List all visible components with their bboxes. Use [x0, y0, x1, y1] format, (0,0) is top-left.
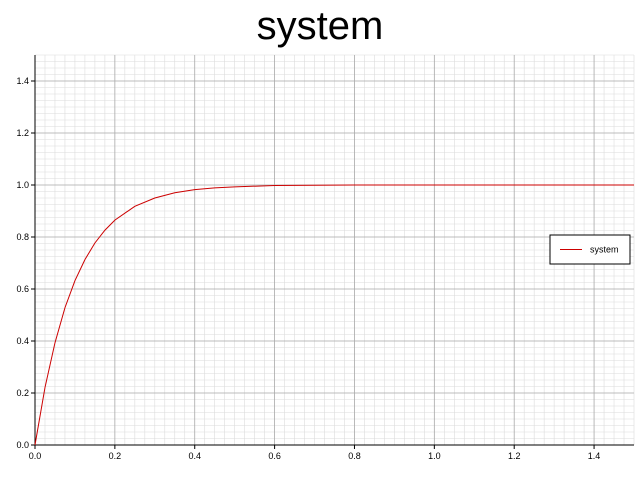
y-tick-label: 0.4 [16, 336, 29, 346]
series-line-system [34, 184, 634, 446]
legend: system [549, 234, 631, 265]
y-tick-label: 0.6 [16, 284, 29, 294]
x-tick-label: 0.0 [29, 451, 42, 461]
minor-grid [35, 54, 635, 445]
series-layer [34, 184, 634, 446]
x-tick-label: 0.8 [348, 451, 361, 461]
axes [34, 55, 634, 446]
tick-labels: 0.0 0.2 0.4 0.6 0.8 1.0 1.2 1.4 0.0 0.2 0.4 0.6 0.8 1… [16, 76, 600, 461]
y-tick-label: 1.0 [16, 180, 29, 190]
y-tick-label: 0.8 [16, 232, 29, 242]
legend-label: system [590, 245, 619, 255]
chart-title: system [256, 4, 384, 48]
y-tick-label: 0.2 [16, 388, 29, 398]
x-tick-label: 0.6 [268, 451, 281, 461]
y-tick-label: 1.2 [16, 128, 29, 138]
x-tick-label: 1.2 [508, 451, 521, 461]
x-tick-label: 1.4 [588, 451, 601, 461]
y-tick-label: 0.0 [16, 440, 29, 450]
y-tick-label: 1.4 [16, 76, 29, 86]
x-tick-label: 0.2 [109, 451, 122, 461]
x-tick-label: 0.4 [188, 451, 201, 461]
x-tick-label: 1.0 [428, 451, 441, 461]
